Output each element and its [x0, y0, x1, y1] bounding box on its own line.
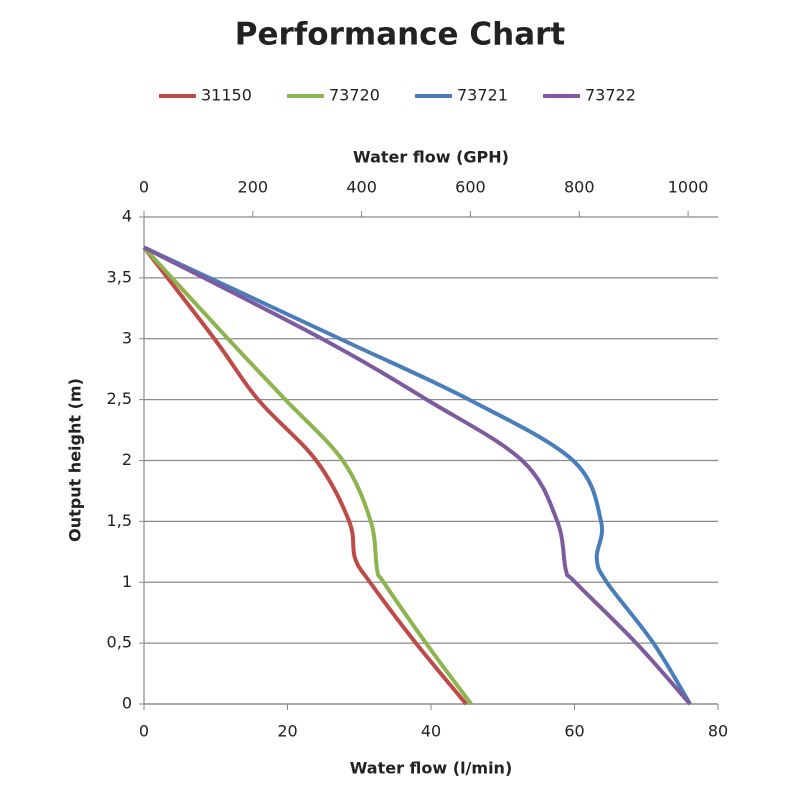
legend-label: 73722	[585, 86, 636, 105]
x-tick-label: 60	[564, 722, 584, 741]
y-tick-label: 3	[122, 328, 132, 347]
legend-label: 73721	[457, 86, 508, 105]
x2-tick-label: 400	[346, 178, 377, 197]
x-tick-label: 0	[139, 722, 149, 741]
line	[143, 245, 692, 706]
y-tick-label: 0	[122, 694, 132, 713]
legend-label: 73720	[329, 86, 380, 105]
y-tick-label: 3,5	[107, 267, 132, 286]
line	[142, 246, 473, 706]
x-tick-label: 80	[708, 722, 728, 741]
y-axis-title: Output height (m)	[66, 378, 85, 542]
x-axis-title: Water flow (l/min)	[350, 759, 513, 778]
x-tick-label: 40	[421, 722, 441, 741]
x2-tick-label: 1000	[668, 178, 709, 197]
legend-label: 31150	[201, 86, 252, 105]
y-tick-label: 4	[122, 207, 132, 226]
x2-tick-label: 600	[455, 178, 486, 197]
x-tick-label: 20	[277, 722, 297, 741]
x2-tick-label: 800	[564, 178, 595, 197]
line	[143, 245, 692, 706]
x2-axis-title: Water flow (GPH)	[353, 148, 509, 167]
y-tick-label: 1,5	[107, 511, 132, 530]
x2-tick-label: 200	[238, 178, 269, 197]
line	[142, 246, 468, 706]
y-tick-label: 0,5	[107, 633, 132, 652]
chart-title: Performance Chart	[235, 17, 566, 53]
y-tick-label: 2	[122, 450, 132, 469]
y-tick-label: 2,5	[107, 389, 132, 408]
y-tick-label: 1	[122, 572, 132, 591]
x2-tick-label: 0	[139, 178, 149, 197]
